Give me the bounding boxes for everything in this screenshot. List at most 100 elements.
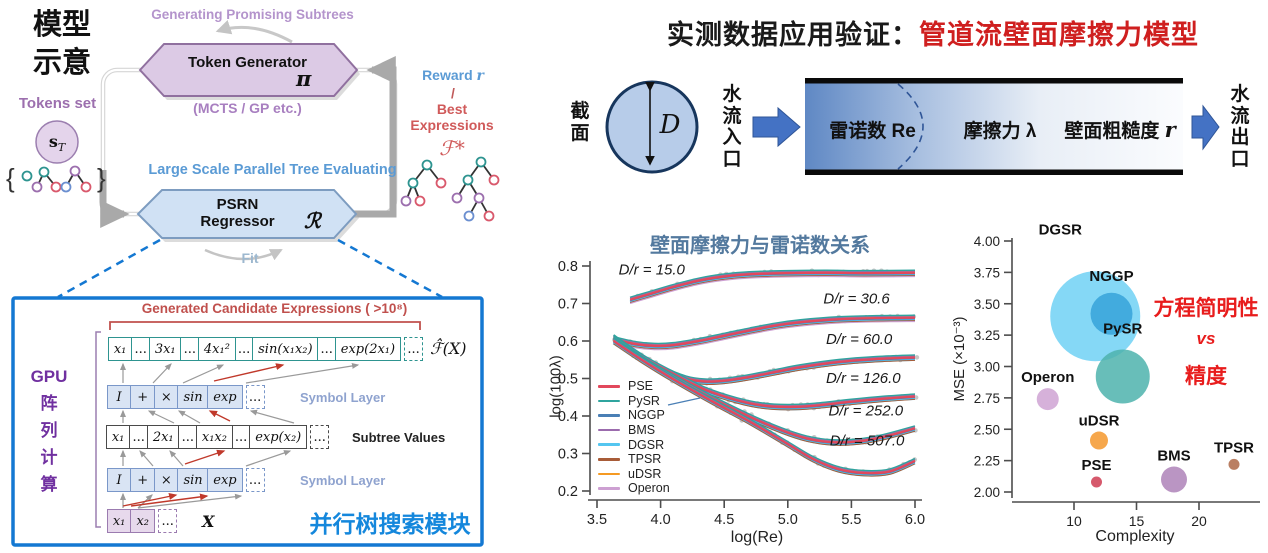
tokens-set-label: Tokens set xyxy=(18,95,97,112)
gpu-bracket xyxy=(95,331,101,528)
bubble-label-TPSR: TPSR xyxy=(1214,439,1254,456)
state-main: s xyxy=(48,132,58,151)
symbol-layer-label-bottom: Symbol Layer xyxy=(300,473,386,488)
x-tick-label: 4.0 xyxy=(651,512,671,528)
pipe-wall-top xyxy=(805,78,1183,84)
matrix-cell: x₁ xyxy=(105,425,131,449)
legend-label: uDSR xyxy=(628,466,662,481)
y-tick-label: 0.4 xyxy=(558,409,578,425)
x-tick-label: 20 xyxy=(1191,513,1207,529)
state-circle xyxy=(35,120,79,164)
tradeoff-line3: 精度 xyxy=(1185,365,1227,388)
bubble-uDSR xyxy=(1090,431,1108,450)
bubble-label-PySR: PySR xyxy=(1103,321,1142,338)
matrix-cell: exp(x₂) xyxy=(249,425,308,449)
matrix-cell: ... xyxy=(178,425,198,449)
legend-item: PSE xyxy=(598,379,670,394)
axes xyxy=(1004,238,1260,510)
y-tick-label: 3.00 xyxy=(974,360,1000,375)
roughness-text: 壁面粗糙度 xyxy=(1064,121,1165,142)
y-tick-label: 3.75 xyxy=(974,265,1000,280)
bubble-label-uDSR: uDSR xyxy=(1079,413,1120,430)
state-sub: T xyxy=(57,141,66,155)
matrix-cell: ... xyxy=(231,425,251,449)
curve-label: D/r = 507.0 xyxy=(830,432,905,449)
reward-prefix: Reward xyxy=(422,67,477,83)
r-script-symbol: ℛ xyxy=(304,208,321,233)
y-tick-label: 0.2 xyxy=(558,484,578,500)
section-title-red: 管道流壁面摩擦力模型 xyxy=(919,20,1199,50)
matrix-cell: ... xyxy=(317,337,337,361)
matrix-cell: exp xyxy=(207,385,243,409)
bubble-chart-canvas: 2.00 2.25 2.50 2.75 3.00 3.25 3.50 3.75 4.00 10 15… xyxy=(974,221,1260,529)
bubble-label-NGGP: NGGP xyxy=(1089,268,1133,285)
x-tick-label: 4.5 xyxy=(714,512,734,528)
loop-arrow-right xyxy=(350,56,397,218)
token-generator-title: Token Generator xyxy=(188,54,307,71)
legend-swatch xyxy=(598,428,620,432)
matrix-cell: sin xyxy=(177,468,209,492)
bubble-label-BMS: BMS xyxy=(1157,447,1190,464)
matrix-cell: × xyxy=(153,385,179,409)
input-vector-label: X xyxy=(202,512,215,531)
symbol-layer-row-bottom: I + × sin exp... xyxy=(106,468,265,492)
bubble-label-Operon: Operon xyxy=(1021,369,1074,386)
best-expressions-symbol: ℱ* xyxy=(439,136,465,160)
legend-swatch xyxy=(598,399,620,403)
legend-label: PySR xyxy=(628,393,660,408)
curve-D/r = 30.6: D/r = 30.6 xyxy=(613,291,916,351)
matrix-cell: ... xyxy=(310,425,330,449)
gpu-label: GPU xyxy=(30,367,68,386)
mcts-gp-label: (MCTS / GP etc.) xyxy=(193,100,302,116)
curve-label: D/r = 126.0 xyxy=(826,370,901,387)
outlet-label: 水 流 出 口 xyxy=(1230,84,1250,170)
reward-slash: / xyxy=(451,85,455,101)
candidate-bracket xyxy=(109,321,421,330)
legend-item: uDSR xyxy=(598,467,670,482)
y-tick-label: 0.8 xyxy=(558,259,578,275)
pipe-wall-bottom xyxy=(805,169,1183,175)
set-open-brace: { xyxy=(6,163,15,193)
y-tick-label: 0.3 xyxy=(558,447,578,463)
legend-label: Operon xyxy=(628,481,670,496)
psrn-regressor-hexagon xyxy=(136,189,359,242)
legend-label: DGSR xyxy=(628,437,665,452)
legend-swatch xyxy=(598,457,620,461)
legend-label: NGGP xyxy=(628,408,665,423)
y-tick-label: 2.75 xyxy=(974,391,1000,406)
matrix-cell: exp(2x₁) xyxy=(334,337,402,361)
state-symbol: sT xyxy=(36,132,78,154)
curve-label: D/r = 30.6 xyxy=(823,291,890,308)
matrix-cell: ... xyxy=(158,509,178,533)
matrix-cell: 4x₁² xyxy=(197,337,236,361)
velocity-profile-dashed xyxy=(897,83,924,170)
matrix-cell: ... xyxy=(404,337,424,361)
nggp-pointer xyxy=(667,397,701,406)
curve-D/r = 15.0: D/r = 15.0 xyxy=(619,261,916,305)
legend-item: Operon xyxy=(598,481,670,496)
pipe-schematic-canvas xyxy=(605,78,1220,175)
curve-D/r = 507.0: D/r = 507.0 xyxy=(612,337,916,477)
diameter-label: D xyxy=(659,110,681,140)
x-tick-label: 3.5 xyxy=(587,512,607,528)
input-row: x₁ x₂... xyxy=(106,509,178,533)
line-chart-legend: PSE PySR NGGP BMS DGSR TPSR uDSR Operon xyxy=(598,379,670,496)
friction-label: 摩擦力 λ xyxy=(963,121,1037,142)
loop-arrow-left xyxy=(99,170,130,228)
legend-swatch xyxy=(598,385,620,388)
line-chart-xlabel: log(Re) xyxy=(730,529,784,546)
matrix-cell: I xyxy=(106,468,132,492)
pipe-interior xyxy=(805,83,1183,170)
roughness-label: 壁面粗糙度 r xyxy=(1035,116,1205,143)
reward-label: Reward r xyxy=(405,67,501,84)
reward-var: r xyxy=(476,68,484,84)
legend-item: DGSR xyxy=(598,437,670,452)
y-tick-label: 0.7 xyxy=(558,297,578,313)
tradeoff-line1: 方程简明性 xyxy=(1153,297,1259,320)
bubble-Operon xyxy=(1036,388,1059,411)
generating-subtrees-label: Generating Promising Subtrees xyxy=(151,7,354,22)
reynolds-label: 雷诺数 Re xyxy=(829,121,916,142)
best-expressions-label: Best Expressions xyxy=(410,101,494,133)
output-expression-row: x₁... 3x₁... 4x₁²... sin(x₁x₂)... exp(2x₁)..… xyxy=(107,337,424,361)
